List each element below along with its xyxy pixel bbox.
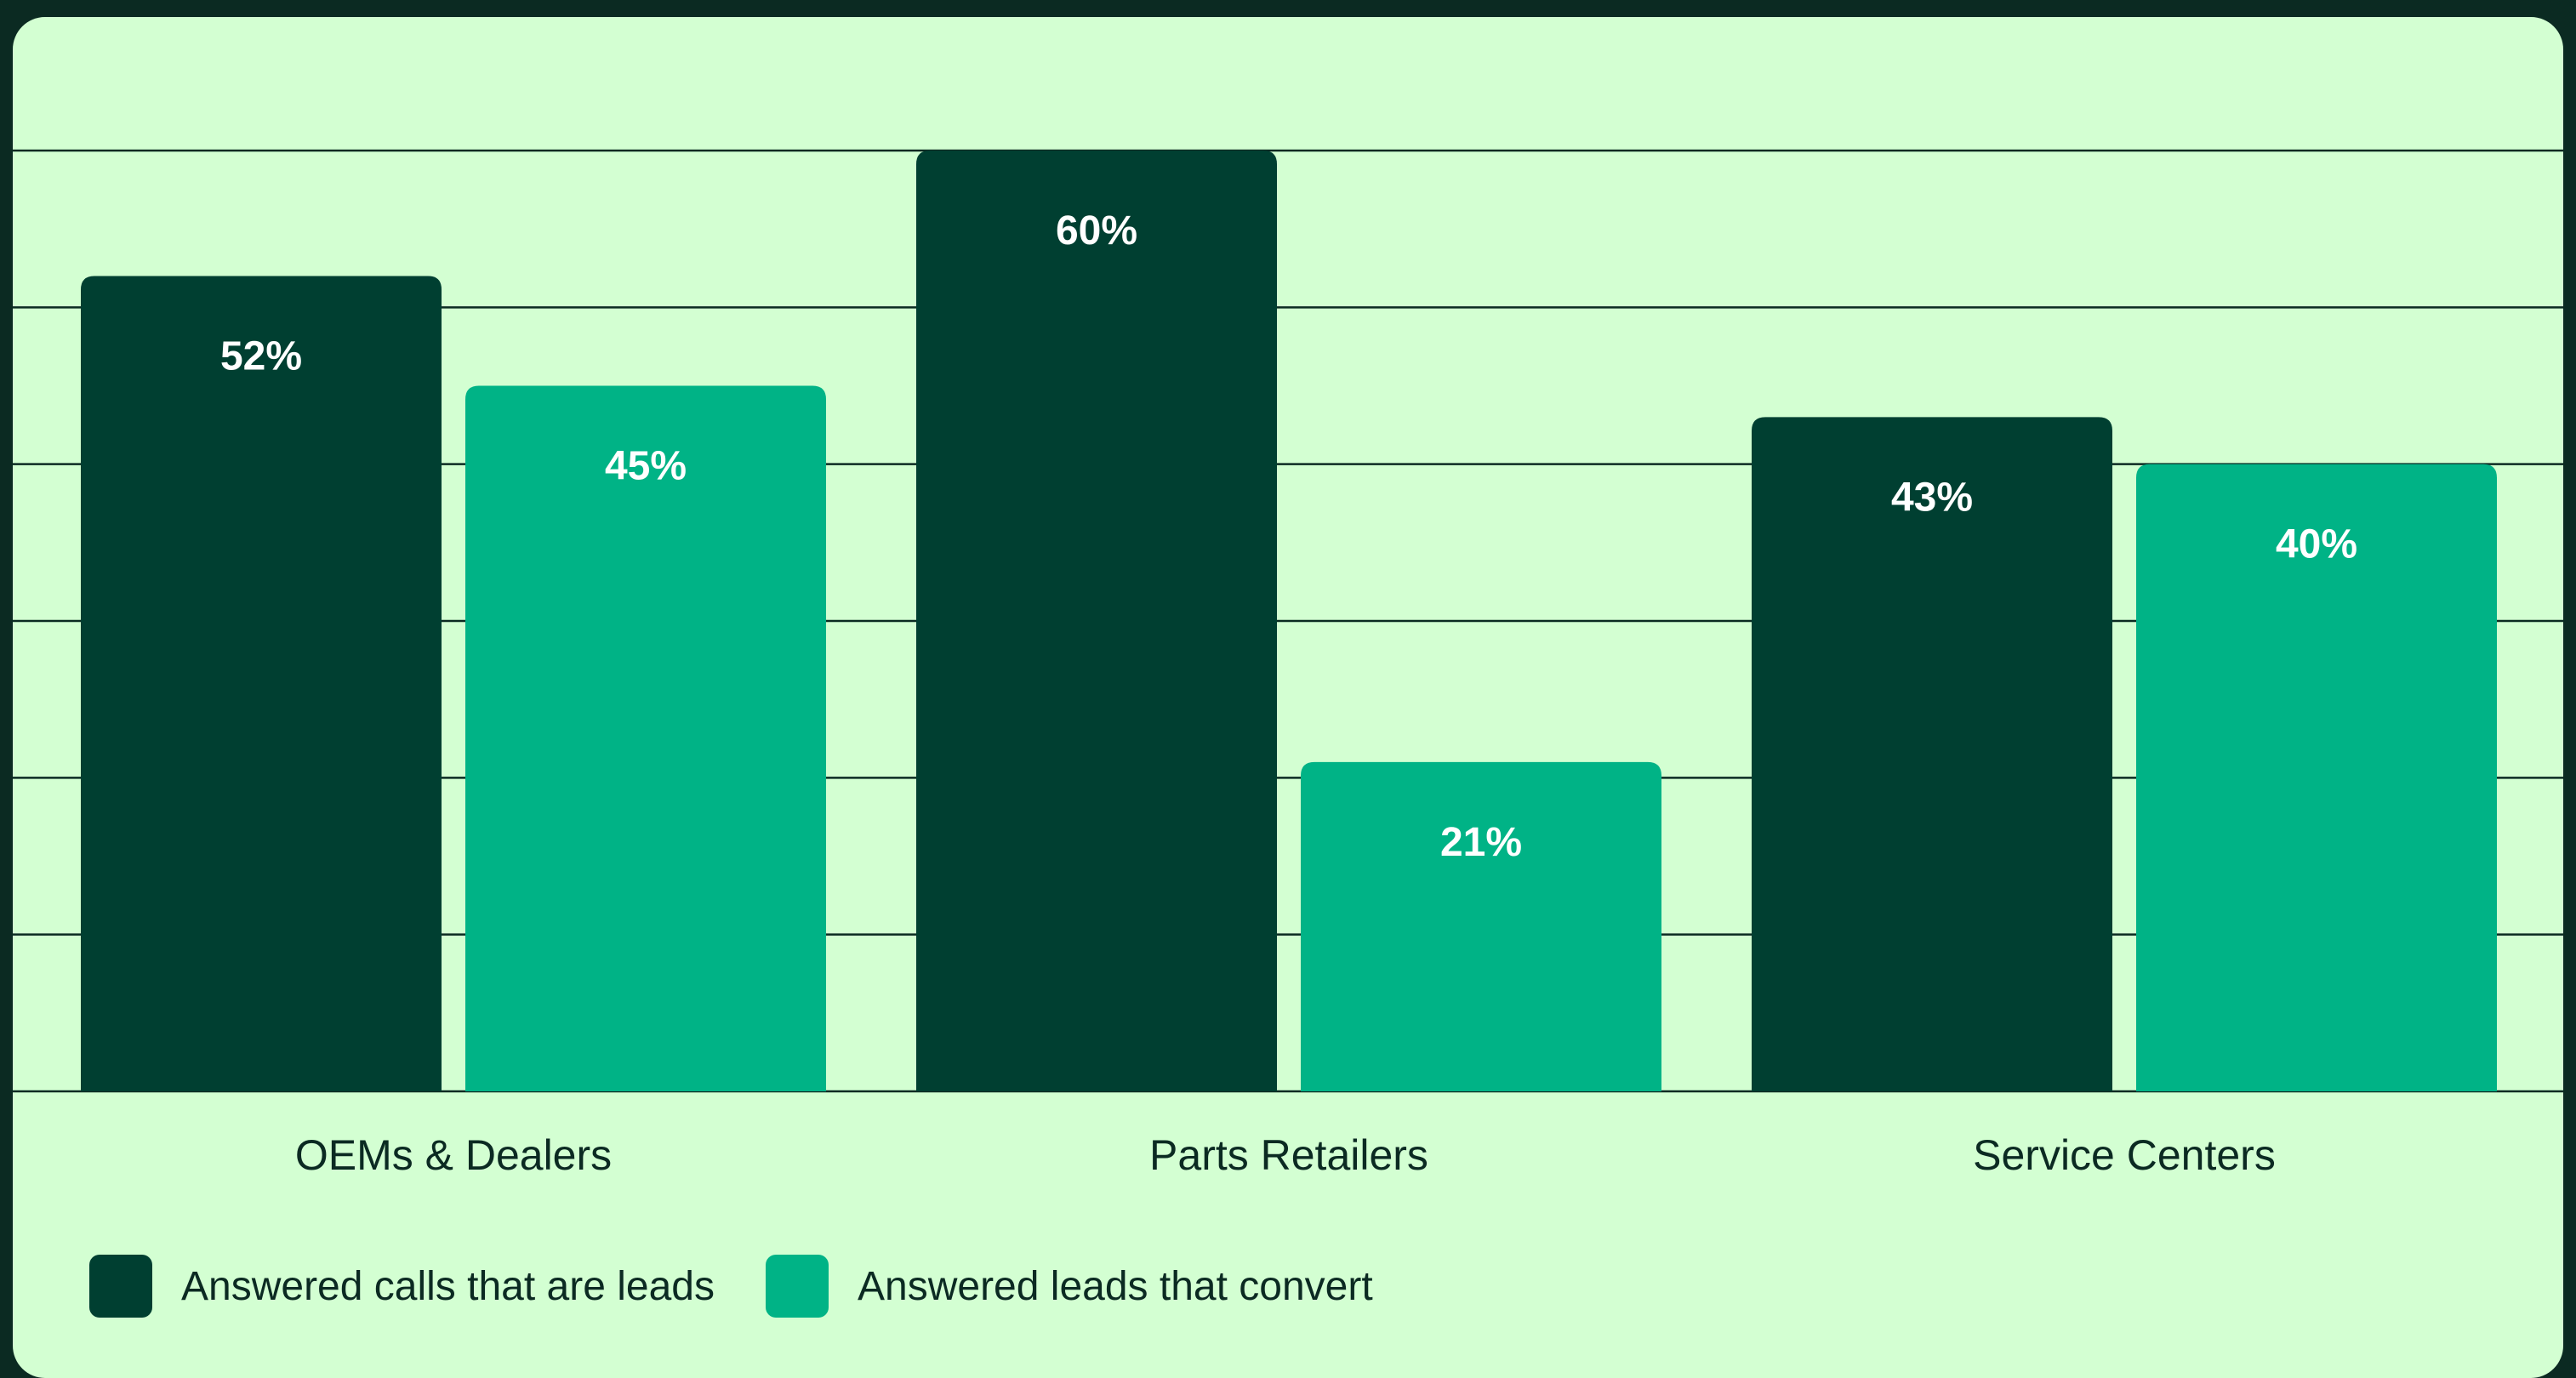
bar-2-1 [2136, 464, 2497, 1091]
legend-swatch-convert [766, 1255, 829, 1318]
bar-value-label-2-1: 40% [2276, 522, 2357, 567]
bar-value-label-1-1: 21% [1440, 820, 1522, 865]
legend: Answered calls that are leads Answered l… [89, 1255, 1424, 1318]
category-label-2: Service Centers [1973, 1131, 2276, 1179]
chart-card: 52% 45% OEMs & Dealers 60% 21% Parts Retailer… [13, 17, 2563, 1378]
bar-value-label-2-0: 43% [1891, 475, 1973, 520]
legend-label-convert: Answered leads that convert [858, 1263, 1373, 1309]
legend-item-leads: Answered calls that are leads [89, 1255, 715, 1318]
bar-value-label-0-0: 52% [220, 333, 302, 379]
bar-value-label-1-0: 60% [1056, 208, 1137, 253]
bar-1-0 [916, 151, 1277, 1091]
legend-label-leads: Answered calls that are leads [181, 1263, 715, 1309]
legend-item-convert: Answered leads that convert [766, 1255, 1373, 1318]
bar-0-1 [465, 385, 826, 1091]
bar-value-label-0-1: 45% [605, 444, 687, 489]
category-label-1: Parts Retailers [1149, 1131, 1428, 1179]
bar-1-1 [1301, 761, 1661, 1091]
category-label-0: OEMs & Dealers [295, 1131, 612, 1179]
bar-chart: 52% 45% OEMs & Dealers 60% 21% Parts Retailer… [13, 149, 2563, 1179]
legend-swatch-leads [89, 1255, 152, 1318]
bar-2-0 [1752, 417, 2112, 1091]
bar-0-0 [81, 276, 442, 1091]
